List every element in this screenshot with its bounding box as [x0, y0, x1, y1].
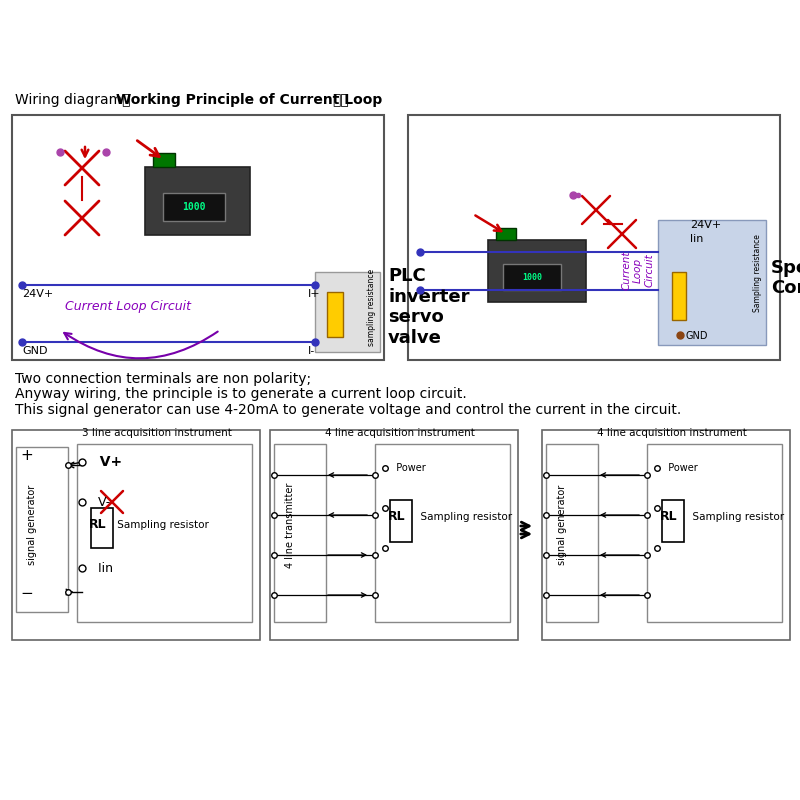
Text: 24V+: 24V+: [22, 289, 54, 299]
Bar: [390, 500, 412, 542]
Text: Iin: Iin: [90, 562, 113, 574]
Text: Current Loop Circuit: Current Loop Circuit: [65, 300, 191, 313]
Text: 1000: 1000: [522, 273, 542, 282]
Text: Special
Controller: Special Controller: [771, 258, 800, 298]
Text: V+: V+: [90, 455, 122, 469]
Text: Sampling resistor: Sampling resistor: [686, 512, 784, 522]
Bar: [488, 240, 586, 302]
Text: V-: V-: [90, 495, 110, 509]
Text: Current
Loop
Circuit: Current Loop Circuit: [622, 250, 654, 290]
Text: Wiring diagram（: Wiring diagram（: [15, 93, 130, 107]
Text: signal generator: signal generator: [27, 485, 37, 565]
Bar: [12, 430, 260, 640]
Text: Anyway wiring, the principle is to generate a current loop circuit.: Anyway wiring, the principle is to gener…: [15, 387, 466, 401]
Text: ）：: ）：: [332, 93, 349, 107]
Bar: [77, 444, 252, 622]
Bar: [496, 228, 516, 240]
Text: +: +: [20, 448, 33, 463]
Text: GND: GND: [22, 346, 47, 356]
Text: Working Principle of Current Loop: Working Principle of Current Loop: [116, 93, 382, 107]
Bar: [542, 430, 790, 640]
Text: PLC
inverter
servo
valve: PLC inverter servo valve: [388, 266, 470, 347]
Bar: [662, 500, 684, 542]
Bar: [12, 115, 384, 360]
Text: This signal generator can use 4-20mA to generate voltage and control the current: This signal generator can use 4-20mA to …: [15, 403, 682, 417]
Text: Sampling resistor: Sampling resistor: [114, 520, 209, 530]
Text: I+: I+: [308, 289, 321, 299]
Text: −: −: [20, 586, 33, 601]
Text: I-: I-: [308, 346, 315, 356]
Text: Two connection terminals are non polarity;: Two connection terminals are non polarit…: [15, 372, 311, 386]
Bar: [375, 444, 510, 622]
Text: RL: RL: [388, 510, 406, 523]
Text: sampling resistance: sampling resistance: [367, 269, 377, 346]
Text: 24V+: 24V+: [690, 220, 722, 230]
Bar: [546, 444, 598, 622]
Bar: [672, 272, 686, 320]
Text: RL: RL: [660, 510, 678, 523]
Text: 1000: 1000: [182, 202, 206, 212]
Text: lin: lin: [690, 234, 703, 244]
Bar: [153, 153, 175, 167]
Bar: [274, 444, 326, 622]
Bar: [408, 115, 780, 360]
Text: GND: GND: [686, 331, 709, 341]
Text: 4 line acquisition instrument: 4 line acquisition instrument: [597, 428, 747, 438]
Bar: [163, 193, 225, 221]
Text: Power: Power: [390, 463, 426, 473]
Text: 3 line acquisition instrument: 3 line acquisition instrument: [82, 428, 232, 438]
Bar: [503, 264, 561, 290]
Text: signal generator: signal generator: [557, 485, 567, 565]
Bar: [315, 272, 380, 352]
Text: Power: Power: [662, 463, 698, 473]
Bar: [270, 430, 518, 640]
Bar: [145, 167, 250, 235]
Text: Sampling resistance: Sampling resistance: [754, 234, 762, 312]
Bar: [327, 292, 343, 337]
Bar: [647, 444, 782, 622]
Text: RL: RL: [89, 518, 106, 531]
Text: 4 line transmitter: 4 line transmitter: [285, 482, 295, 568]
Bar: [16, 447, 68, 612]
Text: 4 line acquisition instrument: 4 line acquisition instrument: [325, 428, 475, 438]
Bar: [658, 220, 766, 345]
Text: Sampling resistor: Sampling resistor: [414, 512, 512, 522]
Bar: [91, 508, 113, 548]
